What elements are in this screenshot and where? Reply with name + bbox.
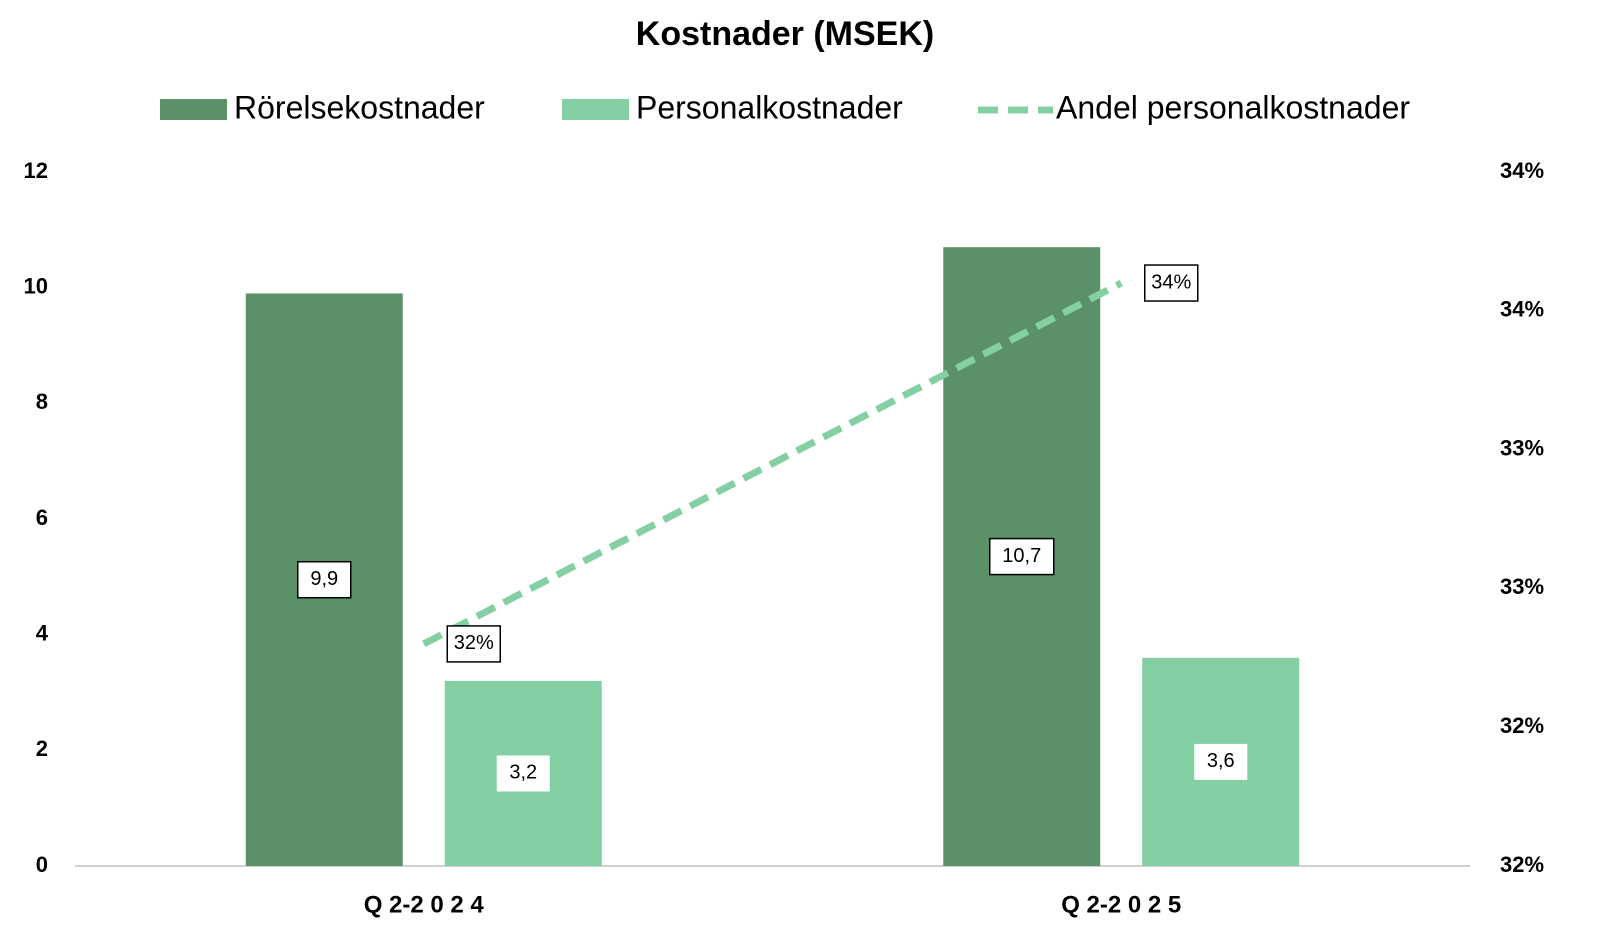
legend-label: Personalkostnader bbox=[636, 89, 903, 125]
data-label: 10,7 bbox=[1002, 545, 1041, 567]
y2-tick-label: 32% bbox=[1500, 713, 1544, 738]
chart-title: Kostnader (MSEK) bbox=[636, 15, 934, 53]
y2-tick-label: 34% bbox=[1500, 297, 1544, 322]
y-tick-label: 4 bbox=[36, 620, 49, 645]
data-label: 3,2 bbox=[509, 762, 537, 784]
data-label: 34% bbox=[1151, 271, 1191, 293]
line bbox=[422, 279, 1123, 648]
x-tick-label: Q 2-2 0 2 4 bbox=[364, 891, 485, 918]
data-label: 9,9 bbox=[310, 568, 338, 590]
y2-tick-label: 33% bbox=[1500, 435, 1544, 460]
y-tick-label: 6 bbox=[36, 505, 48, 530]
data-label-box bbox=[1144, 264, 1199, 302]
y-tick-label: 0 bbox=[36, 852, 48, 877]
legend-swatch bbox=[160, 99, 227, 120]
data-label-box bbox=[297, 560, 352, 599]
legend-label: Andel personalkostnader bbox=[1056, 89, 1410, 125]
data-label-box bbox=[446, 625, 501, 663]
data-label: 32% bbox=[454, 632, 494, 654]
y-tick-label: 2 bbox=[36, 736, 48, 761]
y2-tick-label: 32% bbox=[1500, 852, 1544, 877]
y-tick-label: 12 bbox=[24, 158, 48, 183]
legend-label: Rörelsekostnader bbox=[234, 89, 485, 125]
y2-tick-label: 33% bbox=[1500, 574, 1544, 599]
data-label-box bbox=[989, 537, 1055, 576]
legend-swatch bbox=[562, 99, 629, 120]
y-tick-label: 8 bbox=[36, 389, 48, 414]
data-label: 3,6 bbox=[1207, 750, 1235, 772]
data-label-box bbox=[496, 755, 550, 792]
x-tick-label: Q 2-2 0 2 5 bbox=[1061, 891, 1181, 918]
y-tick-label: 10 bbox=[24, 273, 48, 298]
y2-tick-label: 34% bbox=[1500, 158, 1544, 183]
data-label-box bbox=[1194, 743, 1248, 780]
